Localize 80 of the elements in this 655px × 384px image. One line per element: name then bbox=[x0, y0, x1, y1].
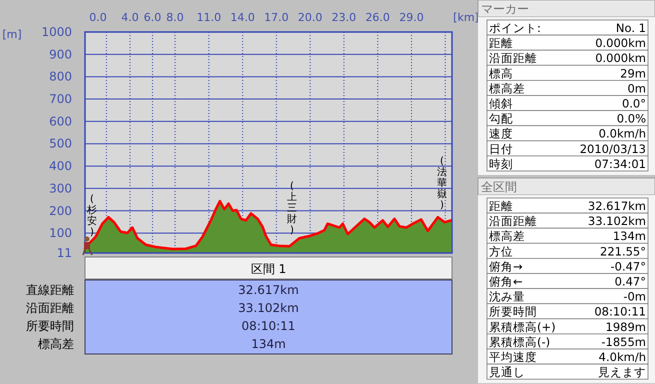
text: 見えます bbox=[598, 365, 646, 380]
text: 平均速度 bbox=[489, 350, 537, 364]
text: 29m bbox=[620, 66, 646, 80]
text: 33.102km bbox=[238, 301, 299, 315]
text: -0m bbox=[623, 290, 646, 304]
text: 221.55° bbox=[600, 244, 646, 258]
x-tick-label: 6.0 bbox=[144, 11, 162, 24]
text: 勾配 bbox=[489, 112, 513, 126]
y-tick-label: 700 bbox=[49, 92, 72, 106]
x-tick-label: 0.0 bbox=[89, 11, 107, 24]
text: 傾斜 bbox=[489, 96, 513, 110]
text: 俯角→ bbox=[489, 259, 523, 274]
text: 直線距離 bbox=[26, 283, 74, 297]
text: ポイント: bbox=[489, 21, 541, 35]
y-axis-title: [m] bbox=[2, 28, 22, 41]
y-tick-label: 200 bbox=[49, 204, 72, 218]
x-tick-label: 8.0 bbox=[166, 11, 184, 24]
x-tick-label: 14.0 bbox=[230, 11, 255, 24]
text: 0.000km bbox=[595, 36, 646, 50]
text: 速度 bbox=[489, 126, 513, 141]
text: 距離 bbox=[489, 199, 513, 213]
text: No. 1 bbox=[616, 21, 646, 35]
y-tick-label: 800 bbox=[49, 70, 72, 84]
text: 0.000km bbox=[595, 51, 646, 66]
text: 累積標高(+) bbox=[489, 320, 556, 334]
text: 時刻 bbox=[489, 156, 513, 171]
y-tick-label: 400 bbox=[49, 159, 72, 174]
text: 33.102km bbox=[588, 214, 646, 228]
y-tick-label: 600 bbox=[49, 114, 72, 128]
annotation: (法華嶽) bbox=[437, 156, 447, 211]
y-tick-label: 300 bbox=[49, 181, 72, 196]
text: 標高差 bbox=[38, 337, 74, 351]
text: 134m bbox=[612, 229, 646, 244]
text: 0.0km/h bbox=[598, 126, 646, 141]
text: 俯角← bbox=[489, 274, 523, 288]
text: 沿面距離 bbox=[489, 51, 537, 66]
text: 沿面距離 bbox=[489, 214, 537, 228]
text: 134m bbox=[251, 337, 286, 351]
x-tick-label: 4.0 bbox=[121, 11, 139, 24]
text: 累積標高(-) bbox=[489, 334, 550, 349]
x-tick-label: 26.0 bbox=[365, 11, 390, 24]
text: 標高 bbox=[489, 66, 513, 80]
text: 0.47° bbox=[614, 274, 646, 288]
text: 08:10:11 bbox=[242, 319, 296, 333]
x-axis-title: [km] bbox=[453, 11, 479, 24]
text: 08:10:11 bbox=[594, 304, 646, 319]
text: 1989m bbox=[606, 320, 646, 334]
text: 日付 bbox=[489, 142, 513, 156]
x-tick-label: 11.0 bbox=[196, 11, 222, 24]
text: -1855m bbox=[601, 334, 646, 349]
y-tick-label: 900 bbox=[49, 47, 72, 62]
x-tick-label: 23.0 bbox=[332, 11, 356, 24]
x-tick-label: 20.0 bbox=[298, 11, 322, 24]
text: 沿面距離 bbox=[26, 301, 74, 315]
text: 全区間 bbox=[481, 180, 517, 194]
text: 標高差 bbox=[489, 229, 525, 244]
text: 距離 bbox=[489, 36, 513, 50]
text: 32.617km bbox=[238, 283, 299, 297]
text: 見通し bbox=[489, 365, 525, 380]
text: -0.47° bbox=[610, 259, 646, 274]
text: 07:34:01 bbox=[594, 156, 646, 171]
text: 所要時間 bbox=[26, 319, 74, 333]
text: 0.0° bbox=[622, 96, 646, 110]
y-tick-label: 500 bbox=[49, 136, 72, 151]
text: 沈み量 bbox=[489, 290, 525, 304]
y-tick-label: 11 bbox=[56, 246, 72, 260]
y-tick-label: 1000 bbox=[41, 25, 72, 39]
text: 0m bbox=[627, 81, 646, 96]
text: 方位 bbox=[489, 244, 513, 258]
text: 32.617km bbox=[588, 199, 646, 213]
y-tick-label: 100 bbox=[49, 226, 72, 240]
text: マーカー bbox=[481, 2, 529, 16]
x-tick-label: 29.0 bbox=[399, 11, 424, 24]
text: 4.0km/h bbox=[598, 350, 646, 364]
text: 標高差 bbox=[489, 81, 525, 96]
x-tick-label: 17.0 bbox=[264, 11, 289, 24]
text: 0.0% bbox=[616, 112, 646, 126]
text: 区間 1 bbox=[250, 262, 286, 276]
text: 所要時間 bbox=[489, 304, 537, 319]
text: 2010/03/13 bbox=[580, 142, 646, 156]
